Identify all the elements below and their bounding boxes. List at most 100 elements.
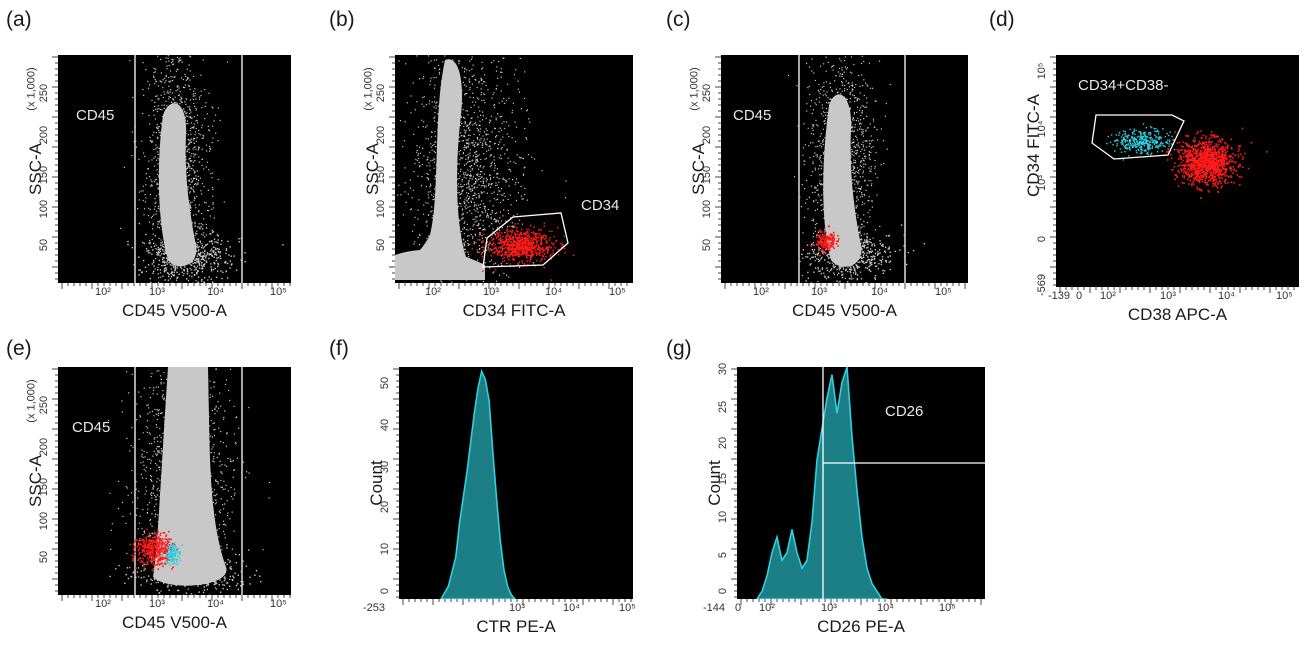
x-tick-label: -139 [1048,290,1071,302]
axis-ticks [731,368,982,605]
scatter-cloud-base [109,544,262,595]
x-tick-label: 10² [95,286,111,298]
panel-label-b: (b) [329,8,355,31]
y-tick-label: 0 [379,587,391,595]
histogram-cd26 [756,367,887,599]
y-tick-label: 100 [38,199,50,219]
x-tick-label: 10⁵ [609,286,626,298]
x-tick-label: 10³ [149,286,165,298]
y-tick-label: 150 [701,165,713,185]
plot-f-svg [440,368,517,599]
y-tick-label: 20 [379,500,391,514]
y-tick-label: 250 [701,83,713,103]
x-tick-label: 10² [753,286,769,298]
y-tick-label: 15 [717,472,729,486]
plot-c [721,55,968,283]
x-tick-label: 10⁴ [207,286,224,298]
plot-d [1056,55,1299,287]
y-tick-label: -569 [1036,273,1048,297]
histogram-ctr [440,368,517,599]
x-tick-label: -144 [703,602,726,614]
plot-b [395,55,633,283]
x-tick-label: 10⁵ [939,602,956,614]
plot-b-svg [395,55,575,283]
x-tick-label: -253 [363,602,386,614]
gate-cd34-cd38 [1091,114,1185,160]
y-tick-label: 30 [717,362,729,376]
scatter-red-cd34 [471,222,575,281]
x-tick-label: 10³ [1160,290,1176,302]
gate-cd34 [482,212,569,268]
x-axis-label: CD45 V500-A [792,301,897,320]
y-tick-label: 5 [717,551,729,559]
x-tick-label: 10³ [483,286,499,298]
x-axis-label: CD45 V500-A [122,301,227,320]
y-tick-label: 10⁵ [1036,62,1048,80]
plot-a-svg [120,55,284,283]
y-tick-label: 10 [717,510,729,524]
y-tick-label: 250 [38,395,50,415]
y-tick-label: 100 [701,199,713,219]
y-tick-label: 40 [379,418,391,432]
x-tick-label: 10⁴ [207,598,224,610]
panel-a: (a) CD45 V500-A SSC-A (x 1,000) 10² 10³ 10⁴ 10… [0,0,330,330]
y-tick-label: 50 [701,238,713,252]
y-tick-label: 50 [38,238,50,252]
gate-label: CD45 [72,419,111,436]
scatter-cloud-base [801,218,926,283]
gate-label: CD26 [885,403,924,420]
x-tick-label: 10² [1100,290,1116,302]
y-tick-label: 20 [717,436,729,450]
x-tick-label: 0 [735,602,742,614]
axis-ticks [715,56,966,289]
scatter-dense-core [158,103,197,267]
panel-label-g: (g) [666,337,692,360]
y-tick-label: 50 [375,238,387,252]
panel-label-d: (d) [989,8,1015,31]
scatter-dense-base [395,249,485,280]
panel-label-c: (c) [666,8,691,31]
y-tick-label: 0 [717,587,729,595]
gate-label: CD34+CD38- [1078,77,1169,94]
panel-f: (f) CTR PE-A Count -253 10³ 10⁴ 10⁵ 0 10 20 30 40 5… [327,335,657,647]
axis-ticks [389,56,628,289]
scatter-cyan-cd34-cd38 [1106,123,1176,161]
x-tick-label: 0 [1076,290,1083,302]
panel-d: (d) CD38 APC-A CD34 FITC-A -139 0 10² 10³ 10⁴ 1… [986,0,1309,330]
axis-ticks [52,368,291,601]
y-axis-unit: (x 1,000) [362,67,375,111]
y-tick-label: 25 [717,400,729,414]
plot-e-svg [108,367,271,595]
gate-label: CD34 [581,197,620,214]
x-tick-label: 10³ [821,602,837,614]
x-tick-label: 10² [95,598,111,610]
plot-e [58,367,291,595]
x-tick-label: 10⁴ [877,602,894,614]
x-tick-label: 10³ [149,598,165,610]
y-tick-label: 10 [379,542,391,556]
panel-label-a: (a) [6,8,32,31]
y-axis-unit: (x 1,000) [25,67,38,111]
gate-label: CD45 [76,107,115,124]
x-tick-label: 10³ [509,602,525,614]
panel-c: (c) CD45 V500-A SSC-A (x 1,000) 10² 10³ 10⁴ 10… [664,0,994,330]
panel-label-e: (e) [6,337,32,360]
scatter-cloud-base [127,221,284,283]
axis-ticks [1050,56,1295,293]
x-tick-label: 10⁴ [563,602,580,614]
plot-a [58,55,291,283]
x-tick-label: 10⁵ [935,286,952,298]
gate-label: CD45 [733,107,772,124]
y-tick-label: 30 [379,460,391,474]
panel-g: (g) CD26 PE-A Count -144 0 10² 10³ 10⁴ 10⁵ 0 5 10 1… [664,335,994,647]
scatter-dense-core [153,367,227,586]
scatter-dense-core [407,59,469,277]
x-tick-label: 10⁵ [619,602,636,614]
x-axis-label: CD34 FITC-A [462,301,566,320]
x-tick-label: 10⁵ [270,286,287,298]
panel-b: (b) CD34 FITC-A SSC-A (x 1,000) 10² 10³ 10⁴ 10… [327,0,657,330]
y-tick-label: 100 [375,199,387,219]
plot-g-svg [756,367,985,599]
y-tick-label: 50 [38,550,50,564]
x-axis-label: CD38 APC-A [1127,305,1228,324]
